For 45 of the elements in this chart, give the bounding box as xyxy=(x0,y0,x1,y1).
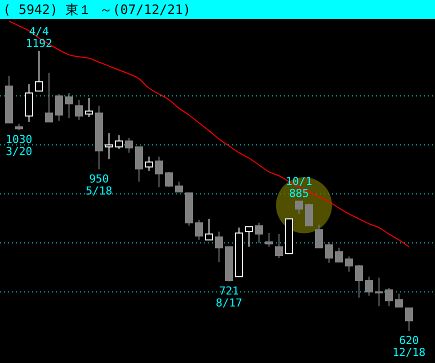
candlestick xyxy=(105,132,113,160)
candlestick xyxy=(405,307,413,332)
chart-title: ( 5942) 東１ ～(07/12/21) xyxy=(3,3,191,18)
candlestick xyxy=(45,72,53,122)
annotation: 620 xyxy=(399,334,419,347)
candlestick xyxy=(205,218,213,240)
candlestick xyxy=(355,264,363,298)
candlestick xyxy=(325,241,333,264)
candlestick xyxy=(335,247,343,262)
annotation: 950 xyxy=(89,172,109,186)
candlestick xyxy=(115,134,123,150)
candlestick xyxy=(385,287,393,307)
candlestick xyxy=(255,222,263,244)
candlestick xyxy=(125,138,133,154)
candlestick xyxy=(305,203,313,226)
candlestick xyxy=(315,224,323,248)
candlestick xyxy=(195,219,203,240)
candlestick xyxy=(25,84,33,122)
candlestick xyxy=(275,234,283,259)
candlestick xyxy=(55,93,63,122)
x-tick-label: 8/17 xyxy=(216,296,242,310)
candlestick xyxy=(145,156,153,172)
x-tick-label: 5/18 xyxy=(86,184,112,198)
candlestick xyxy=(345,256,353,272)
candlestick xyxy=(75,99,83,120)
candlestick xyxy=(215,231,223,262)
candlestick xyxy=(245,226,253,248)
candlestick xyxy=(135,146,143,182)
x-tick-label: 12/18 xyxy=(392,346,426,359)
candlestick xyxy=(375,277,383,307)
x-tick-label: 4/4 xyxy=(29,24,50,38)
candlestick xyxy=(365,276,373,296)
candlestick xyxy=(395,293,403,308)
candlestick xyxy=(65,92,73,118)
candlestick xyxy=(175,181,183,192)
candlestick xyxy=(85,97,93,118)
candlestick xyxy=(265,232,273,248)
candlestick xyxy=(35,50,43,92)
annotation: 1030 xyxy=(6,133,32,146)
candlestick xyxy=(155,156,163,188)
annotation: 721 xyxy=(219,284,239,298)
annotation: 885 xyxy=(289,187,309,200)
candlestick xyxy=(165,171,173,188)
candlestick xyxy=(295,200,303,214)
x-tick-label: 3/20 xyxy=(6,145,32,158)
